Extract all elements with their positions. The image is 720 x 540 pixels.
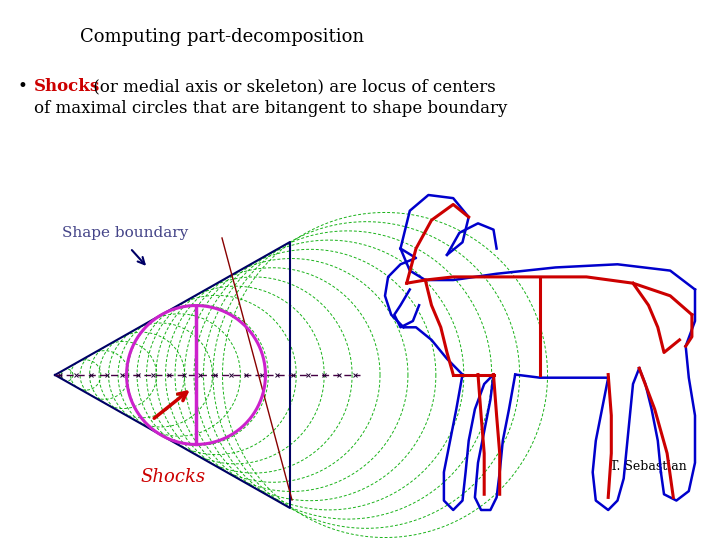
Text: Computing part-decomposition: Computing part-decomposition [80,28,364,46]
Text: of maximal circles that are bitangent to shape boundary: of maximal circles that are bitangent to… [34,100,508,117]
Text: Shocks: Shocks [140,468,205,486]
Text: Shocks: Shocks [34,78,100,95]
Text: (or medial axis or skeleton) are locus of centers: (or medial axis or skeleton) are locus o… [88,78,496,95]
Text: T. Sebastian: T. Sebastian [610,460,687,473]
Text: Shape boundary: Shape boundary [62,226,188,240]
Text: •: • [18,78,33,95]
